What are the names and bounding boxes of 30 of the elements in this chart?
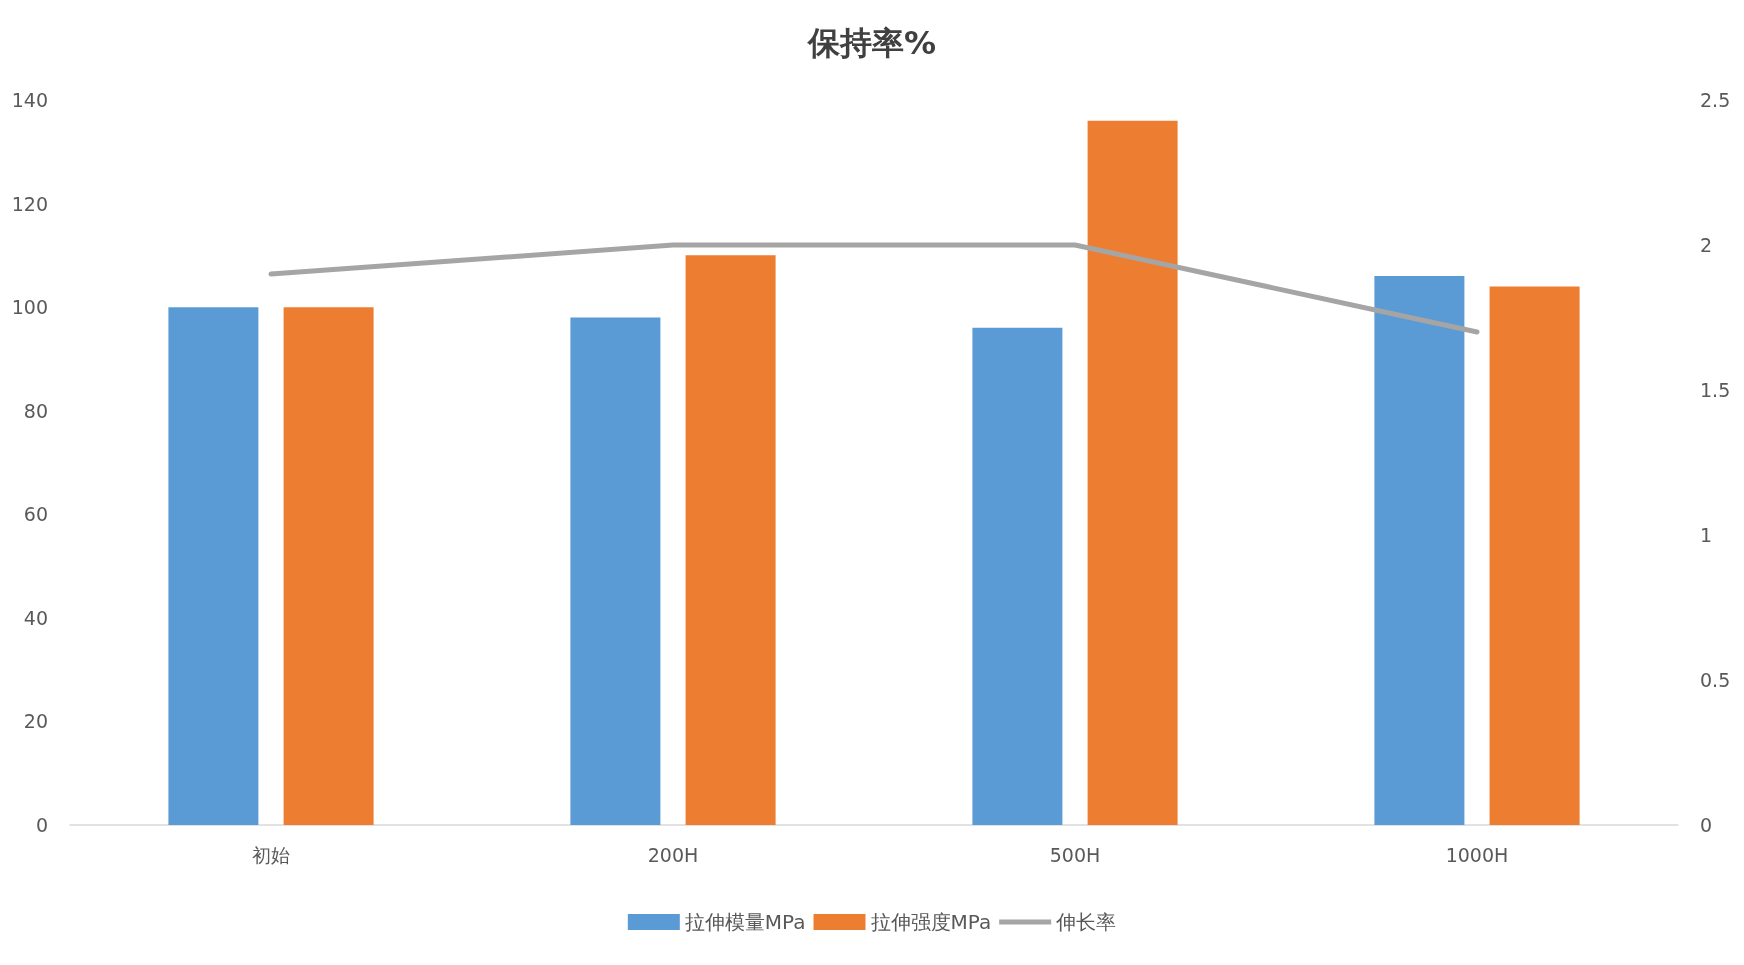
legend-label: 拉伸强度MPa [870, 910, 992, 934]
y-tick-label: 20 [23, 710, 48, 733]
y2-tick-label: 2.5 [1700, 89, 1731, 111]
y-tick-label: 120 [11, 192, 48, 215]
x-tick-label: 1000H [1445, 843, 1509, 866]
bar [283, 307, 374, 825]
bar [1087, 120, 1178, 825]
y-tick-label: 0 [35, 814, 48, 836]
y2-tick-label: 0 [1700, 814, 1713, 836]
y2-tick-label: 1.5 [1700, 379, 1731, 401]
bar [168, 307, 259, 825]
legend-label: 伸长率 [1055, 910, 1117, 934]
chart-title: 保持率% [806, 24, 937, 62]
y-tick-label: 60 [23, 503, 48, 526]
bar [570, 317, 661, 825]
bar [1489, 286, 1580, 825]
x-tick-label: 200H [647, 843, 699, 866]
y-tick-label: 80 [23, 399, 48, 422]
y-tick-label: 140 [11, 89, 48, 111]
legend-label: 拉伸模量MPa [684, 910, 806, 934]
y2-tick-label: 1 [1700, 524, 1713, 546]
y-tick-label: 40 [23, 606, 48, 629]
y2-tick-label: 2 [1700, 234, 1713, 256]
y2-tick-label: 0.5 [1700, 669, 1731, 691]
y-tick-label: 100 [11, 296, 48, 319]
bar [685, 255, 776, 825]
bar [1374, 276, 1465, 825]
x-tick-label: 500H [1049, 843, 1101, 866]
bar [972, 327, 1063, 825]
x-tick-label: 初始 [252, 843, 290, 866]
